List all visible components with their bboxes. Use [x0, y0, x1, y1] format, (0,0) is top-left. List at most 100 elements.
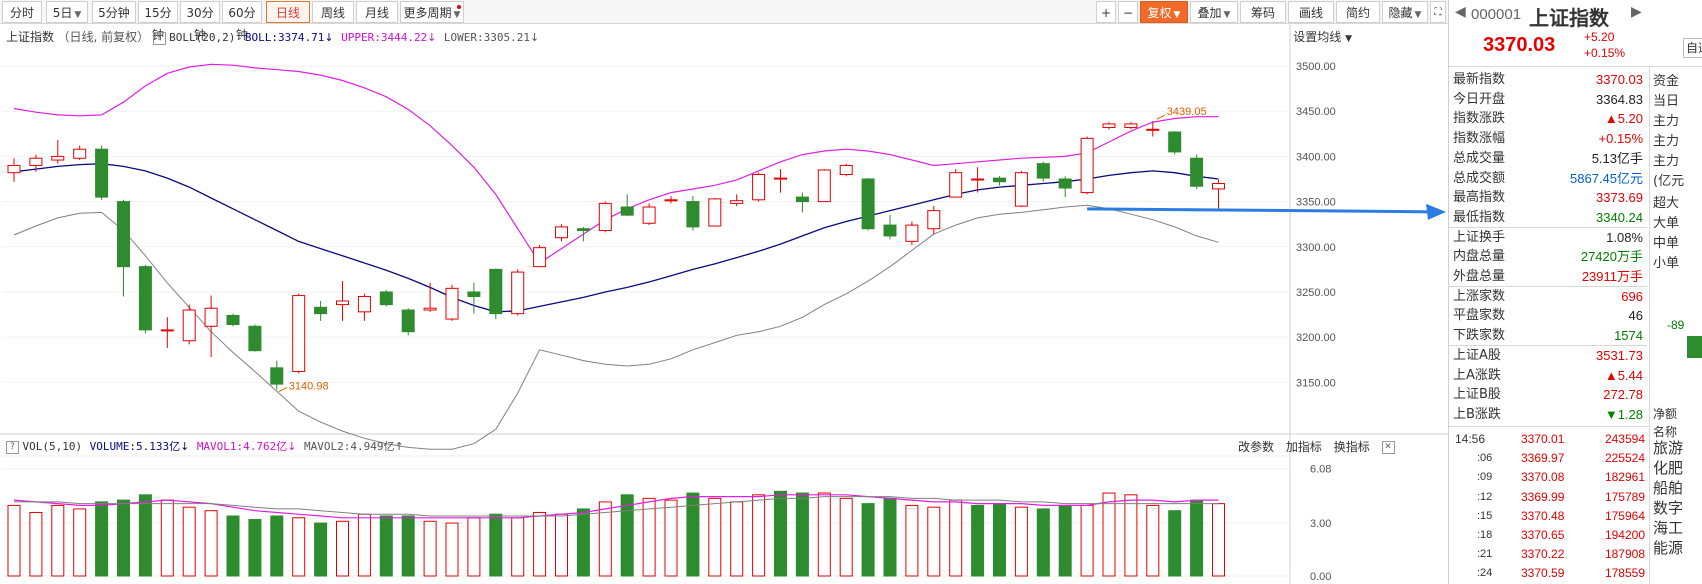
candle-body — [117, 201, 130, 268]
fullscreen-icon[interactable]: ⛶ — [1430, 1, 1446, 23]
tick-time: :15 — [1477, 509, 1493, 522]
candle-body — [292, 295, 306, 372]
candle-body — [314, 306, 328, 315]
period-monthly[interactable]: 月线 — [356, 1, 398, 23]
candle-body — [971, 178, 985, 181]
vol-tick-label: 3.00 — [1310, 518, 1331, 530]
sector-label[interactable]: 船舶 — [1653, 479, 1684, 497]
set-ma-button[interactable]: 设置均线 ▼ — [1293, 30, 1352, 44]
sector-label[interactable]: 旅游 — [1653, 439, 1684, 457]
volume-bar — [160, 499, 174, 577]
quote-value: 27420万手 — [1580, 249, 1643, 265]
candle-body — [664, 199, 678, 202]
period-more[interactable]: 更多周期 ▼ — [400, 1, 464, 23]
period-5day[interactable]: 5日 ▼ — [46, 1, 88, 23]
candle-body — [905, 224, 919, 242]
volume-bar — [248, 519, 262, 577]
fund-flow-label: 大单 — [1653, 216, 1680, 231]
add-indicator-button[interactable]: 加指标 — [1285, 440, 1322, 454]
volume-bar — [839, 497, 853, 577]
volume-bar — [686, 492, 700, 577]
tick-volume: 225524 — [1604, 451, 1645, 466]
price-tick-label: 3150.00 — [1296, 377, 1336, 389]
tick-price: 3369.99 — [1521, 489, 1565, 504]
restore-rights-button[interactable]: 复权 ▼ — [1140, 1, 1188, 23]
quote-value: 3340.24 — [1596, 209, 1643, 225]
volume-bar — [555, 513, 568, 577]
chips-button[interactable]: 筹码 — [1240, 1, 1286, 23]
period-60min[interactable]: 60分钟 — [222, 1, 262, 42]
column-divider — [1649, 66, 1650, 584]
price-tick-label: 3400.00 — [1296, 151, 1336, 163]
close-icon[interactable]: ✕ — [1381, 441, 1395, 454]
zoom-in-button[interactable]: + — [1096, 1, 1116, 23]
sector-label[interactable]: 数字 — [1653, 499, 1684, 517]
period-weekly[interactable]: 周线 — [312, 1, 354, 23]
vol-tools: 改参数 加指标 换指标 ✕ — [1238, 438, 1395, 456]
tick-price: 3370.01 — [1521, 432, 1565, 446]
volume-bar — [73, 508, 87, 577]
fund-flow-label: 主力 — [1653, 154, 1680, 169]
next-arrow-icon[interactable]: ▶ — [1631, 4, 1642, 20]
zoom-out-button[interactable]: − — [1118, 1, 1138, 23]
quote-value: 5.13亿手 — [1591, 150, 1643, 166]
volume-bar — [292, 517, 306, 577]
quote-value: 23911万手 — [1581, 269, 1643, 284]
volume-bar — [467, 517, 481, 577]
tick-price: 3370.48 — [1521, 508, 1565, 523]
candle-body — [533, 247, 547, 268]
candle-body — [839, 164, 853, 175]
volume-bar — [379, 515, 393, 577]
sector-label[interactable]: 化肥 — [1653, 459, 1684, 477]
candle-body — [993, 177, 1006, 183]
volume-bar — [1146, 504, 1160, 577]
hide-button[interactable]: 隐藏 ▼ — [1382, 1, 1428, 23]
sector-label[interactable]: 名称 — [1653, 425, 1678, 439]
vol-tick-label: 6.08 — [1310, 464, 1331, 476]
candle-body — [642, 206, 656, 224]
volume-bar — [708, 497, 722, 577]
period-daily[interactable]: 日线 — [266, 1, 310, 23]
volume-bar — [1168, 510, 1182, 577]
switch-indicator-button[interactable]: 换指标 — [1333, 440, 1370, 454]
volume-bar — [1102, 492, 1116, 577]
help-icon[interactable]: ? — [152, 31, 166, 45]
sector-label[interactable]: 海工 — [1653, 519, 1684, 537]
candle-body — [752, 173, 766, 201]
volume-bar — [620, 494, 634, 577]
quote-value: 272.78 — [1603, 387, 1643, 403]
add-watchlist-button[interactable]: 自选 — [1683, 38, 1702, 58]
tick-volume: 175964 — [1604, 508, 1645, 523]
sector-label[interactable]: 净额 — [1653, 407, 1678, 421]
volume-bar — [357, 513, 371, 577]
quote-label: 指数涨跌 — [1453, 111, 1506, 127]
draw-line-button[interactable]: 画线 — [1288, 1, 1334, 23]
quote-value: 3364.83 — [1596, 91, 1643, 107]
period-30min[interactable]: 30分钟 — [180, 1, 220, 42]
overlay-button[interactable]: 叠加 ▼ — [1190, 1, 1238, 23]
volume-bar — [1212, 503, 1225, 577]
quote-value: 3373.69 — [1596, 190, 1643, 206]
candle-body — [445, 287, 459, 320]
sector-label[interactable]: 能源 — [1653, 539, 1684, 557]
volume-bar — [117, 499, 130, 577]
arrow-down-icon: ↓ — [427, 31, 437, 44]
volume-bar — [598, 501, 612, 577]
candle-body — [182, 309, 196, 342]
candle-body — [1102, 123, 1116, 129]
divider — [1449, 285, 1647, 287]
candle-body — [686, 201, 700, 228]
kline-chart-panel[interactable]: 上证指数 （日线, 前复权） ? BOLL(20,2) BOLL:3374.71… — [0, 24, 1448, 584]
volume-bar — [1058, 504, 1072, 577]
tick-time: :12 — [1477, 490, 1493, 503]
help-icon[interactable]: ? — [6, 440, 19, 454]
mavol2-line — [14, 496, 1219, 517]
period-15min[interactable]: 15分钟 — [138, 1, 178, 42]
period-minute[interactable]: 分时 — [2, 1, 42, 23]
change-params-button[interactable]: 改参数 — [1238, 440, 1275, 454]
divider — [1449, 226, 1647, 228]
period-5min[interactable]: 5分钟 — [92, 1, 136, 23]
simple-button[interactable]: 简约 — [1336, 1, 1380, 23]
quote-label: 上B涨跌 — [1453, 406, 1501, 422]
prev-arrow-icon[interactable]: ◀ — [1455, 4, 1466, 20]
